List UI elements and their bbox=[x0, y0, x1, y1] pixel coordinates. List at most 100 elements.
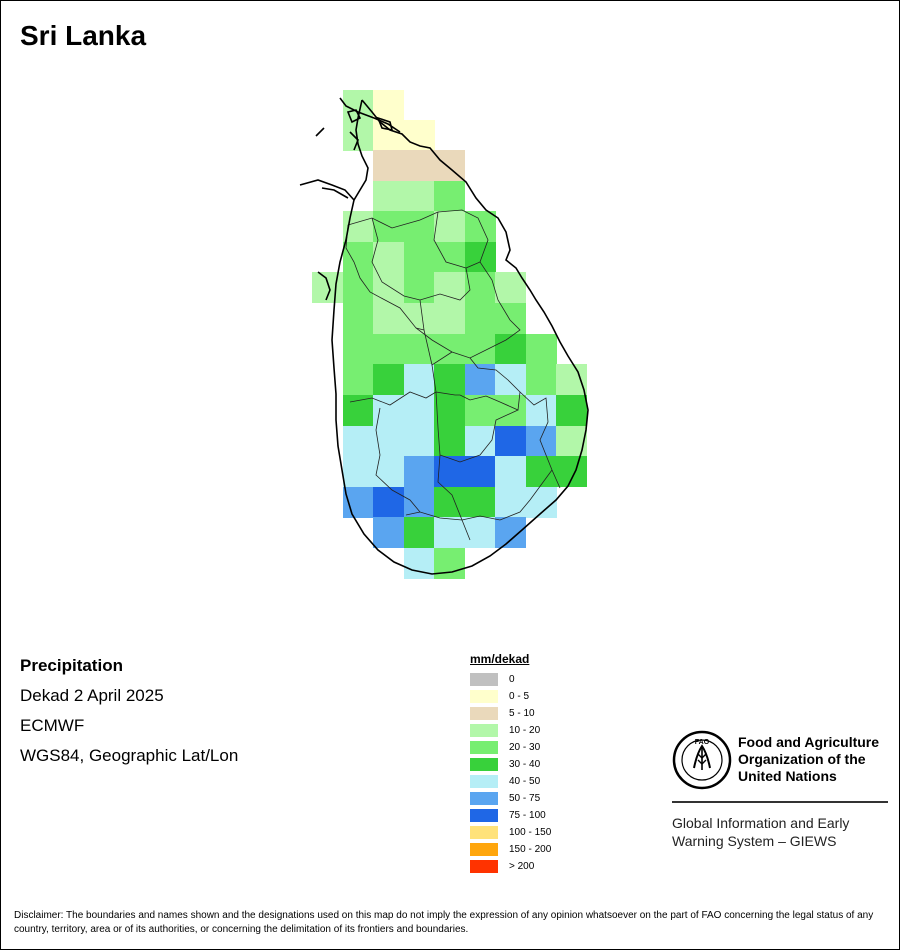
precip-cell bbox=[495, 395, 526, 426]
precip-cell bbox=[343, 364, 374, 395]
precip-cell bbox=[404, 426, 435, 457]
precip-cell bbox=[343, 272, 374, 303]
precip-cell bbox=[373, 272, 404, 303]
precip-cell bbox=[465, 517, 496, 548]
legend: mm/dekad 0 0 - 5 5 - 10 10 - 20 20 - 30 30 - … bbox=[470, 652, 590, 875]
legend-items: 0 0 - 5 5 - 10 10 - 20 20 - 30 30 - 40 40 - 50… bbox=[470, 671, 590, 875]
precip-cell bbox=[404, 395, 435, 426]
precip-cell bbox=[495, 487, 526, 518]
legend-swatch bbox=[470, 860, 498, 873]
precip-cell bbox=[404, 181, 435, 212]
precip-cell bbox=[465, 334, 496, 365]
legend-label: 75 - 100 bbox=[509, 810, 546, 821]
legend-label: 10 - 20 bbox=[509, 725, 541, 736]
precip-cell bbox=[465, 211, 496, 242]
precip-cell bbox=[404, 242, 435, 273]
precip-cell bbox=[373, 150, 404, 181]
precip-cell bbox=[434, 334, 465, 365]
precip-cell bbox=[556, 364, 587, 395]
legend-title: mm/dekad bbox=[470, 652, 530, 666]
legend-swatch bbox=[470, 826, 498, 839]
precip-cell bbox=[404, 364, 435, 395]
legend-swatch bbox=[470, 792, 498, 805]
legend-item: 75 - 100 bbox=[470, 807, 590, 824]
legend-swatch bbox=[470, 741, 498, 754]
legend-label: 30 - 40 bbox=[509, 759, 541, 770]
precip-cell bbox=[404, 272, 435, 303]
precip-cell bbox=[373, 303, 404, 334]
precip-cell bbox=[373, 364, 404, 395]
precip-cell bbox=[373, 242, 404, 273]
giews-name: Global Information and Early Warning Sys… bbox=[672, 815, 850, 849]
precip-cell bbox=[556, 426, 587, 457]
legend-label: 5 - 10 bbox=[509, 708, 535, 719]
precip-cell bbox=[404, 456, 435, 487]
source-label: ECMWF bbox=[20, 716, 85, 735]
legend-swatch bbox=[470, 690, 498, 703]
precip-cell bbox=[434, 517, 465, 548]
map-info: Precipitation Dekad 2 April 2025 ECMWF W… bbox=[20, 656, 238, 776]
legend-swatch bbox=[470, 758, 498, 771]
precip-cell bbox=[373, 334, 404, 365]
precip-cell bbox=[373, 487, 404, 518]
legend-item: 30 - 40 bbox=[470, 756, 590, 773]
fao-divider bbox=[672, 801, 888, 803]
precip-cell bbox=[556, 456, 587, 487]
precip-cell bbox=[434, 487, 465, 518]
precip-cell bbox=[495, 517, 526, 548]
precip-cell bbox=[434, 181, 465, 212]
coastline bbox=[299, 97, 589, 575]
legend-label: 40 - 50 bbox=[509, 776, 541, 787]
precip-cell bbox=[465, 426, 496, 457]
legend-label: > 200 bbox=[509, 861, 535, 872]
legend-swatch bbox=[470, 809, 498, 822]
precip-cell bbox=[343, 487, 374, 518]
precip-cell bbox=[404, 487, 435, 518]
legend-swatch bbox=[470, 775, 498, 788]
precip-cell bbox=[343, 456, 374, 487]
precip-cell bbox=[526, 456, 557, 487]
map-title: Sri Lanka bbox=[20, 20, 147, 51]
precip-cell bbox=[404, 334, 435, 365]
precip-cell bbox=[495, 364, 526, 395]
precip-cell bbox=[404, 211, 435, 242]
precip-cell bbox=[434, 242, 465, 273]
precip-cell bbox=[495, 456, 526, 487]
legend-swatch bbox=[470, 724, 498, 737]
precip-cell bbox=[434, 272, 465, 303]
precip-cell bbox=[404, 517, 435, 548]
precip-cell bbox=[343, 303, 374, 334]
legend-item: 50 - 75 bbox=[470, 790, 590, 807]
legend-label: 0 - 5 bbox=[509, 691, 530, 702]
precip-cell bbox=[495, 426, 526, 457]
precip-cell bbox=[434, 395, 465, 426]
projection-label: WGS84, Geographic Lat/Lon bbox=[20, 746, 239, 765]
precip-cell bbox=[465, 487, 496, 518]
fao-name: Food and Agriculture Organization of the… bbox=[738, 734, 880, 784]
precip-cell bbox=[465, 242, 496, 273]
precip-cell bbox=[526, 334, 557, 365]
precip-cell bbox=[434, 211, 465, 242]
precip-cell bbox=[373, 181, 404, 212]
legend-swatch bbox=[470, 843, 498, 856]
precip-cell bbox=[343, 334, 374, 365]
variable-label: Precipitation bbox=[20, 656, 123, 675]
legend-label: 150 - 200 bbox=[509, 844, 552, 855]
fao-logo-icon: FAO bbox=[672, 730, 732, 790]
precip-cell bbox=[556, 395, 587, 426]
district-boundaries bbox=[345, 209, 561, 541]
legend-item: > 200 bbox=[470, 858, 590, 875]
precip-cell bbox=[434, 364, 465, 395]
legend-swatch bbox=[470, 673, 498, 686]
precip-cell bbox=[343, 395, 374, 426]
legend-label: 50 - 75 bbox=[509, 793, 541, 804]
precip-cell bbox=[465, 272, 496, 303]
precip-cell bbox=[526, 364, 557, 395]
legend-item: 10 - 20 bbox=[470, 722, 590, 739]
precip-cell bbox=[434, 303, 465, 334]
precipitation-map bbox=[299, 90, 589, 579]
precip-cell bbox=[526, 395, 557, 426]
legend-item: 150 - 200 bbox=[470, 841, 590, 858]
precip-cell bbox=[434, 548, 465, 579]
precip-cell bbox=[465, 456, 496, 487]
